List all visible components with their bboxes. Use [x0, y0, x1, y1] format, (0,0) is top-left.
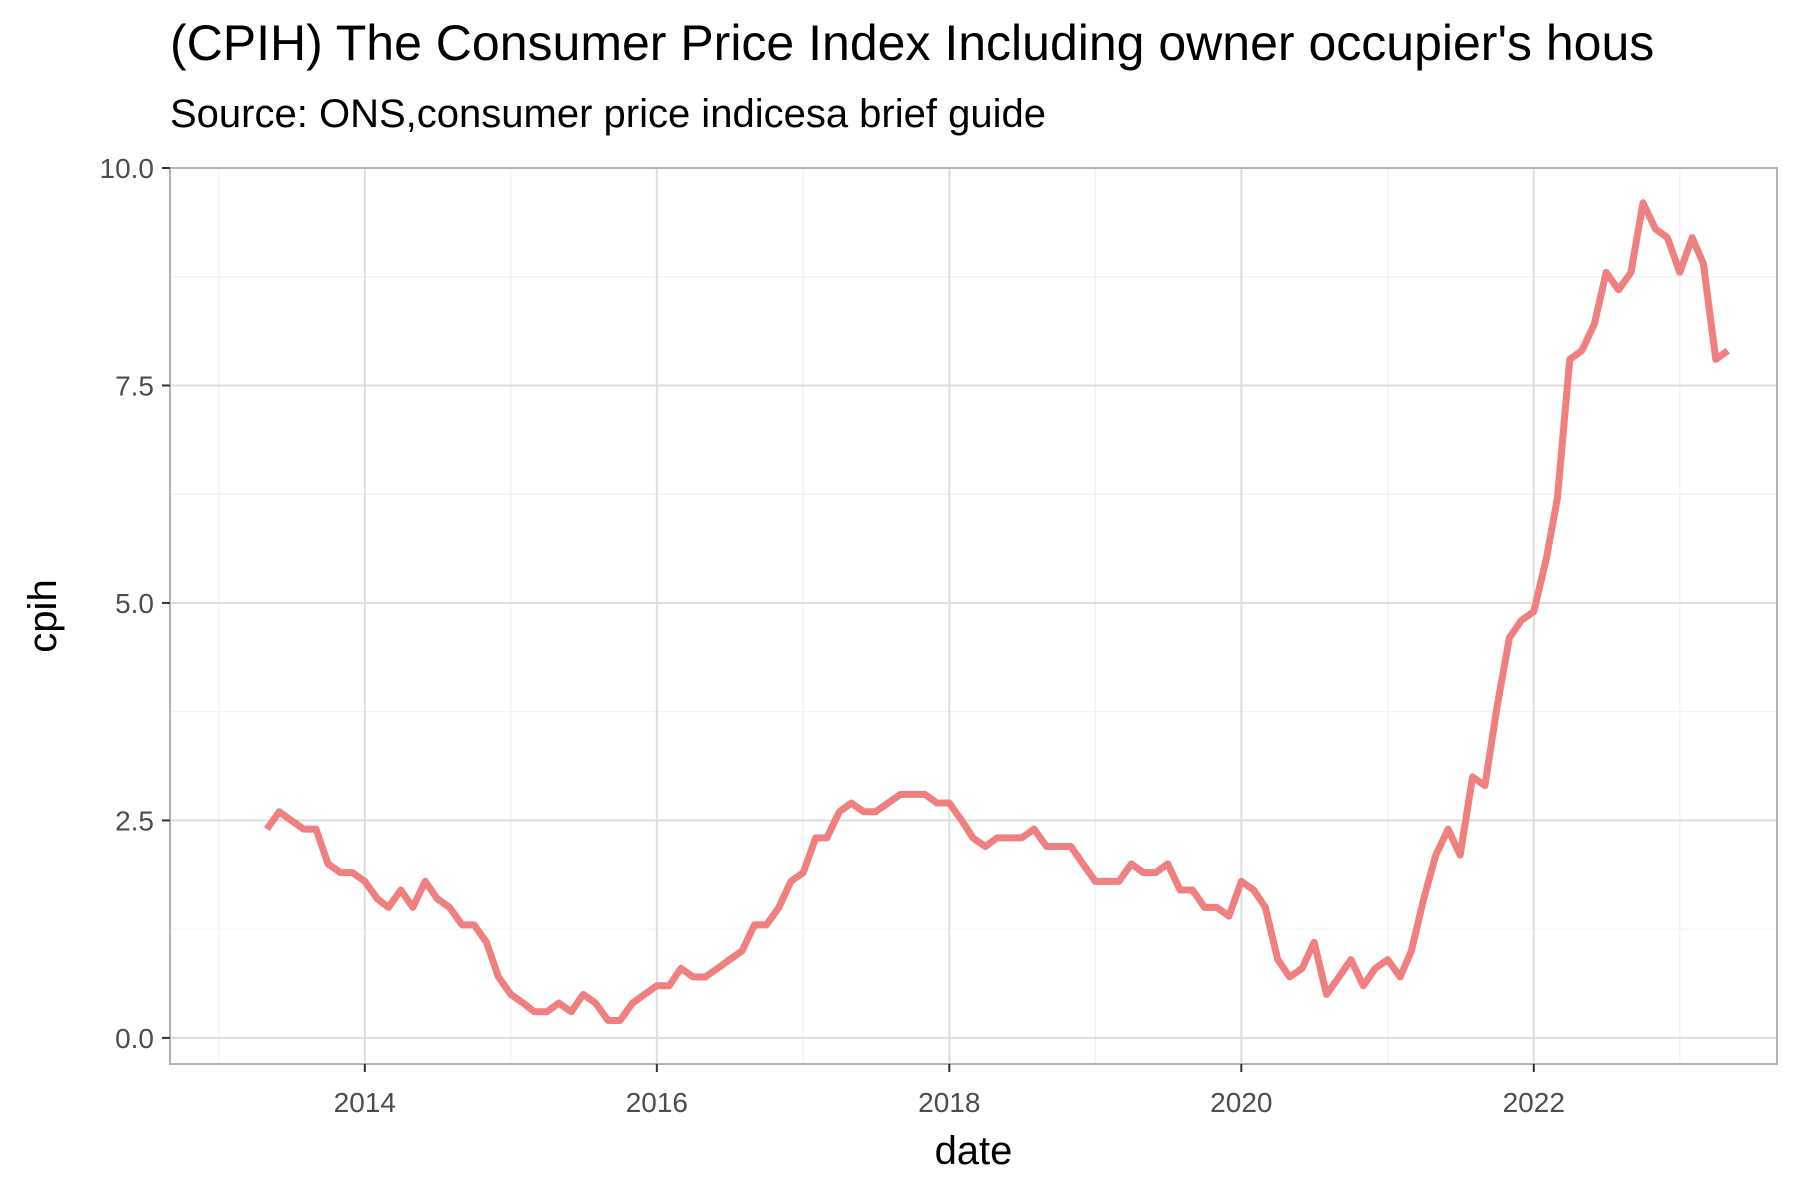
- x-axis: 2014 2016 2018 2020 2022: [334, 1064, 1565, 1118]
- y-axis-title: cpih: [21, 579, 65, 652]
- y-tick-label: 7.5: [115, 370, 154, 401]
- y-tick-label: 2.5: [115, 805, 154, 836]
- cpih-series-line: [263, 199, 1730, 1024]
- minor-grid: [170, 168, 1777, 1064]
- series-layer: [263, 199, 1730, 1024]
- x-tick-label: 2020: [1210, 1087, 1272, 1118]
- x-tick-label: 2018: [918, 1087, 980, 1118]
- y-tick-label: 0.0: [115, 1023, 154, 1054]
- x-tick-label: 2022: [1503, 1087, 1565, 1118]
- major-grid: [170, 167, 1777, 1064]
- chart-title: (CPIH) The Consumer Price Index Includin…: [170, 15, 1655, 71]
- chart-subtitle: Source: ONS,consumer price indicesa brie…: [170, 92, 1046, 136]
- panel-border: [169, 167, 1778, 1065]
- y-tick-label: 5.0: [115, 588, 154, 619]
- y-tick-label: 10.0: [100, 153, 155, 184]
- x-axis-title: date: [935, 1129, 1013, 1173]
- x-tick-label: 2016: [626, 1087, 688, 1118]
- y-axis: 0.0 2.5 5.0 7.5 10.0: [100, 153, 170, 1054]
- x-tick-label: 2014: [334, 1087, 396, 1118]
